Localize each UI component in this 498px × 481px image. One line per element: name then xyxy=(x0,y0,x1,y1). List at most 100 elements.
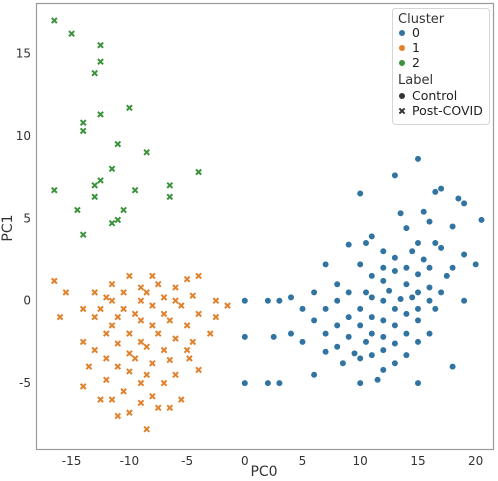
data-point xyxy=(414,379,422,387)
data-point xyxy=(368,293,376,302)
data-point xyxy=(85,363,93,370)
data-point xyxy=(102,330,110,337)
data-point xyxy=(310,288,318,297)
data-point xyxy=(91,181,99,189)
data-point xyxy=(120,305,127,313)
data-point xyxy=(414,270,422,278)
data-point xyxy=(345,333,353,341)
data-point xyxy=(460,199,468,207)
data-point xyxy=(68,30,75,38)
x-tick-label: -15 xyxy=(62,454,82,468)
y-tick-label: 10 xyxy=(16,129,31,143)
data-point xyxy=(241,379,249,387)
data-point xyxy=(91,193,99,201)
data-point xyxy=(114,216,122,224)
data-point xyxy=(391,254,399,262)
data-point xyxy=(166,404,174,412)
data-point xyxy=(177,302,185,309)
data-point xyxy=(287,330,295,338)
data-point xyxy=(374,376,382,384)
data-point xyxy=(50,186,58,194)
data-point xyxy=(368,272,376,280)
data-point xyxy=(391,305,399,313)
data-point xyxy=(212,313,220,321)
data-point xyxy=(114,363,122,370)
data-point xyxy=(425,264,434,272)
data-point xyxy=(154,330,162,337)
data-point xyxy=(437,244,445,252)
data-point xyxy=(379,277,387,285)
data-point xyxy=(114,340,122,347)
data-point xyxy=(131,310,139,318)
y-tick-label: -5 xyxy=(19,376,31,390)
data-point xyxy=(402,280,411,288)
series-cluster-1 xyxy=(50,272,231,433)
data-point xyxy=(379,346,387,354)
data-point xyxy=(50,17,58,24)
data-point xyxy=(345,288,353,297)
data-point xyxy=(420,255,428,264)
data-point xyxy=(310,371,318,379)
data-point xyxy=(154,404,162,412)
data-point xyxy=(91,346,99,354)
data-point xyxy=(120,206,127,214)
data-point xyxy=(137,338,145,346)
data-point xyxy=(74,206,81,214)
data-point xyxy=(379,247,387,255)
data-point xyxy=(431,305,439,313)
y-tick-label: 0 xyxy=(23,294,31,308)
data-point xyxy=(97,58,104,66)
data-point xyxy=(414,155,422,163)
data-point xyxy=(322,348,330,356)
data-point xyxy=(189,292,197,300)
data-point xyxy=(472,260,480,269)
data-point xyxy=(391,321,399,330)
data-point xyxy=(270,333,278,341)
data-point xyxy=(120,289,127,296)
data-point xyxy=(195,168,202,176)
data-point xyxy=(143,148,151,156)
data-point xyxy=(425,218,434,226)
data-point xyxy=(437,185,445,193)
data-point xyxy=(79,119,87,127)
data-point xyxy=(79,127,87,135)
data-point xyxy=(425,297,434,305)
data-point xyxy=(449,363,457,371)
data-point xyxy=(56,313,64,321)
data-point xyxy=(97,111,104,118)
data-point xyxy=(431,188,439,196)
legend-label-post-covid: Post-COVID xyxy=(412,103,483,118)
data-point xyxy=(322,330,330,338)
data-point xyxy=(79,231,87,239)
legend-label-cluster-2: 2 xyxy=(412,55,420,70)
data-point xyxy=(397,295,405,303)
data-point xyxy=(166,356,174,364)
data-point xyxy=(172,284,179,291)
legend-marker-post-covid xyxy=(398,107,406,115)
data-point xyxy=(149,272,156,280)
data-point xyxy=(143,343,151,351)
data-point xyxy=(160,379,168,387)
data-point xyxy=(126,350,133,357)
data-point xyxy=(224,302,231,309)
data-point xyxy=(345,241,353,249)
data-point xyxy=(120,387,127,395)
data-point xyxy=(333,321,341,330)
data-point xyxy=(172,335,179,342)
data-point xyxy=(137,284,145,291)
data-point xyxy=(402,330,411,338)
data-point xyxy=(114,412,122,420)
data-point xyxy=(322,305,330,313)
data-point xyxy=(298,338,307,346)
data-point xyxy=(275,297,284,305)
x-tick-label: -10 xyxy=(120,454,140,468)
data-point xyxy=(91,69,99,77)
data-point xyxy=(108,165,116,173)
data-point xyxy=(414,288,422,297)
x-tick-label: 20 xyxy=(468,454,483,468)
y-tick-label: 5 xyxy=(23,211,31,225)
data-point xyxy=(414,338,422,346)
data-point xyxy=(131,355,139,362)
